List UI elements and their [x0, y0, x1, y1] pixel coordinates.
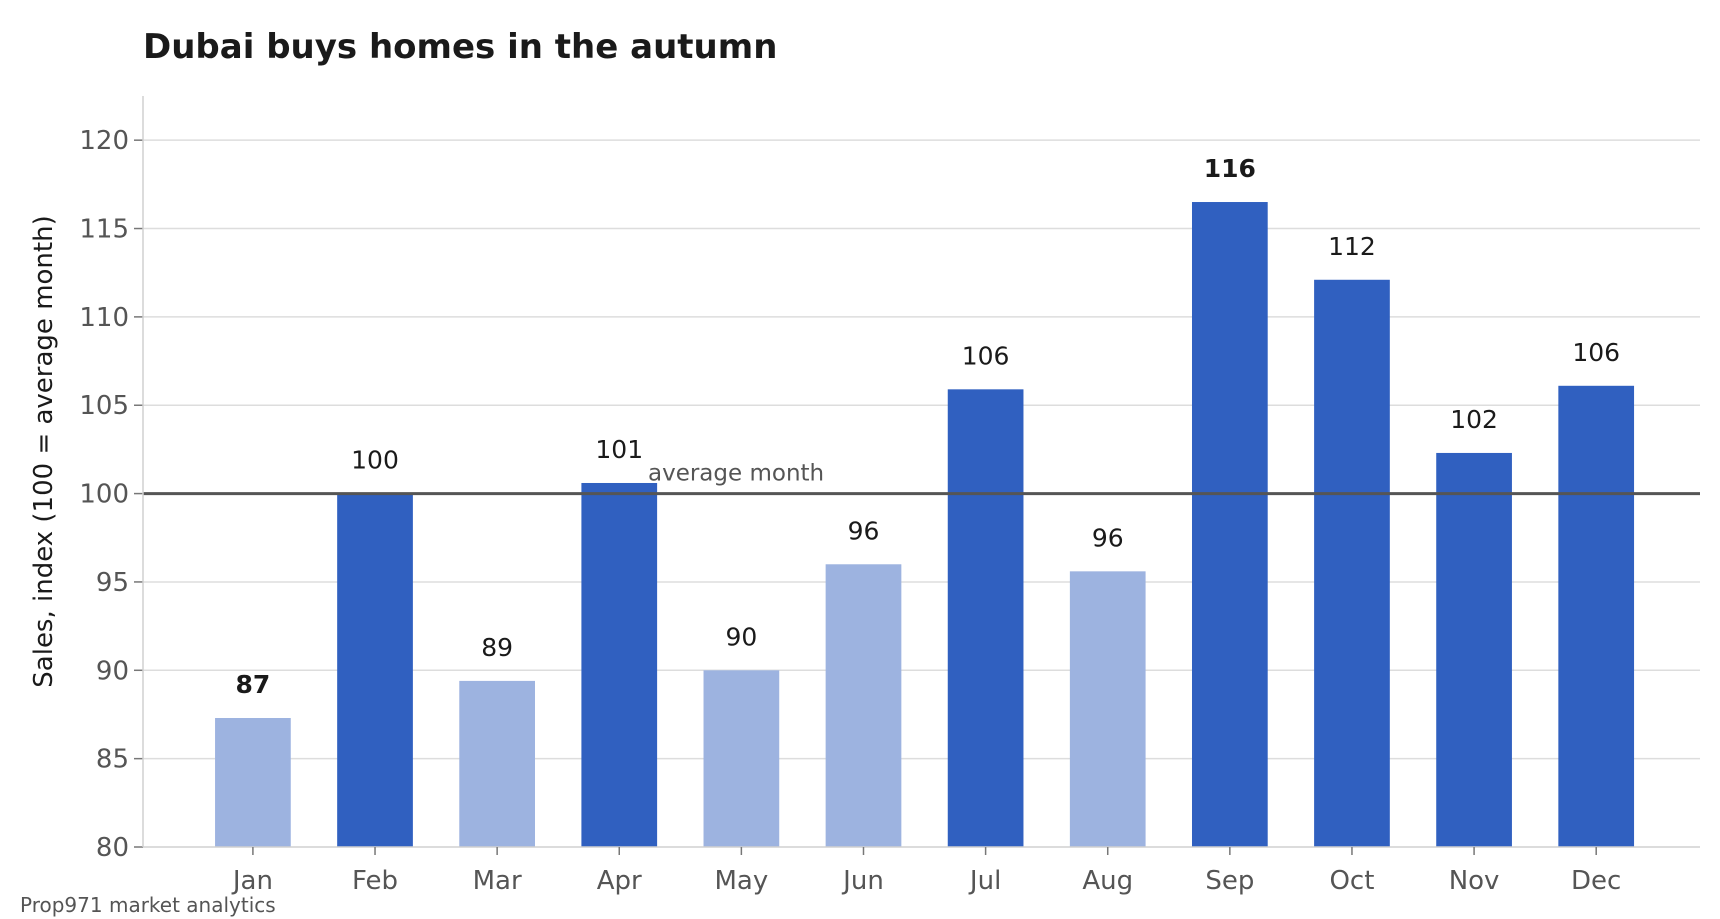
x-tick-label-aug: Aug: [1082, 866, 1133, 896]
data-labels: 87 100 89 101 90 96 106 96 116 112 102 106: [236, 154, 1621, 699]
y-tick-label: 100: [79, 480, 129, 510]
data-label-feb: 100: [351, 446, 399, 475]
bar-apr: [581, 482, 658, 847]
y-tick-label: 105: [79, 391, 129, 421]
y-tick-label: 85: [96, 745, 129, 775]
data-label-dec: 106: [1572, 338, 1620, 367]
x-tick-label-mar: Mar: [473, 866, 522, 896]
x-tick-label-jun: Jun: [841, 866, 884, 896]
data-label-nov: 102: [1450, 405, 1498, 434]
x-tick-label-feb: Feb: [352, 866, 398, 896]
bar-feb: [337, 493, 413, 847]
x-tick-label-jan: Jan: [231, 866, 273, 896]
data-label-jul: 106: [962, 341, 1010, 370]
bar-nov: [1436, 452, 1512, 847]
x-tick-label-may: May: [714, 866, 768, 896]
data-label-sep: 116: [1204, 154, 1256, 183]
bars: [215, 202, 1635, 847]
bar-aug: [1069, 571, 1146, 847]
data-label-jan: 87: [236, 670, 271, 699]
data-label-apr: 101: [595, 435, 643, 464]
chart-title: Dubai buys homes in the autumn: [143, 27, 777, 67]
reference-line-label: average month: [648, 461, 824, 487]
data-label-oct: 112: [1328, 232, 1376, 261]
bar-jan: [215, 718, 291, 847]
x-tick-label-oct: Oct: [1329, 866, 1374, 896]
bar-may: [703, 670, 780, 847]
data-label-may: 90: [725, 622, 757, 651]
y-tick-label: 80: [96, 833, 129, 863]
source-note: Prop971 market analytics: [20, 893, 276, 917]
bar-dec: [1558, 385, 1635, 847]
y-tick-label: 110: [79, 303, 129, 333]
y-tick-label: 120: [79, 126, 129, 156]
bar-sep: [1191, 202, 1268, 847]
x-tick-label-nov: Nov: [1449, 866, 1500, 896]
bar-jul: [947, 389, 1024, 847]
data-label-jun: 96: [848, 516, 880, 545]
x-tick-label-dec: Dec: [1571, 866, 1621, 896]
y-axis-label: Sales, index (100 = average month): [29, 215, 59, 687]
x-tick-label-jul: Jul: [968, 866, 1001, 896]
bar-jun: [825, 564, 902, 847]
y-tick-label: 95: [96, 568, 129, 598]
axes: 80 85 90 95 100 105 110 115 120 Jan Feb Mar Apr May Ju…: [79, 96, 1700, 896]
x-tick-label-apr: Apr: [597, 866, 642, 896]
y-tick-label: 115: [79, 215, 129, 245]
data-label-mar: 89: [481, 633, 513, 662]
x-tick-label-sep: Sep: [1205, 866, 1254, 896]
data-label-aug: 96: [1092, 523, 1124, 552]
y-tick-label: 90: [96, 656, 129, 686]
bar-mar: [459, 680, 535, 847]
bar-oct: [1314, 279, 1390, 847]
